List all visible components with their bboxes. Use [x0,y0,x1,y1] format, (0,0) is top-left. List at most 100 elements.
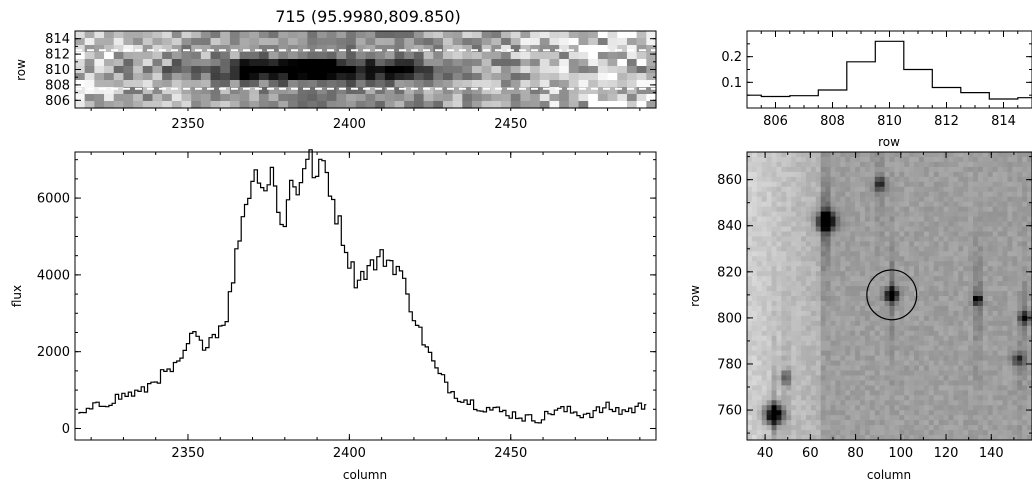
direct-image-pixel [928,191,935,198]
direct-image-pixel [889,226,896,233]
direct-image-pixel [894,425,900,431]
direct-image-pixel [982,171,989,178]
spectrum-image-pixel [181,38,192,46]
direct-image-pixel [1027,320,1032,327]
direct-image-pixel [923,380,930,386]
direct-image-pixel [756,355,763,362]
direct-image-pixel [801,152,807,158]
direct-image-pixel [1017,276,1023,282]
spectrum-image-pixel [462,94,473,102]
direct-image-pixel [923,176,930,183]
direct-image-pixel [751,186,758,193]
direct-image-pixel [889,181,896,188]
direct-image-pixel [766,201,773,208]
direct-image-pixel [923,425,930,431]
direct-image-pixel [751,375,758,382]
direct-image-pixel [756,231,763,238]
direct-image-pixel [751,241,758,247]
direct-image-pixel [884,261,891,267]
direct-image-pixel [864,171,871,178]
spectrum-image-pixel [413,73,425,81]
direct-image-pixel [791,211,797,218]
spectrum-image-pixel [626,31,638,39]
spectrum-image-pixel [84,38,95,46]
direct-image-pixel [987,365,994,372]
direct-image-pixel [786,266,792,272]
spectrum-image-pixel [568,59,580,67]
direct-image-pixel [1022,211,1028,218]
direct-image-pixel [835,176,841,183]
spectrum-image-pixel [181,31,192,39]
direct-image-pixel [884,246,891,252]
spectrum-image-pixel [491,73,502,81]
direct-image-pixel [914,330,920,337]
direct-image-pixel [943,365,950,372]
direct-image-pixel [825,430,832,436]
spectrum-image-pixel [462,80,473,88]
direct-image-pixel [751,425,758,431]
direct-image-pixel [820,256,827,262]
direct-image-pixel [850,171,856,178]
direct-image-pixel [977,350,984,357]
direct-image-pixel [761,345,768,352]
direct-image-pixel [889,171,896,178]
direct-image-pixel [781,221,787,228]
direct-image-pixel [914,300,920,307]
direct-image-pixel [756,300,763,307]
direct-image-pixel [953,296,959,302]
direct-image-pixel [830,375,837,382]
direct-image-pixel [982,345,989,352]
spectrum-image-pixel [288,59,299,67]
spectrum-image-pixel [375,45,386,53]
direct-image-pixel [874,191,881,198]
direct-image-pixel [894,201,900,208]
direct-image-pixel [776,355,782,362]
spectrum-image-pixel [142,73,154,81]
direct-image-pixel [1022,380,1028,386]
direct-image-pixel [1017,430,1023,436]
spectrum-image-pixel [297,80,308,88]
direct-image-pixel [756,405,763,411]
direct-image-pixel [869,375,876,382]
direct-image-pixel [761,385,768,391]
direct-image-pixel [904,335,910,342]
direct-image-pixel [860,291,866,297]
direct-image-pixel [810,415,817,421]
direct-image-pixel [943,410,950,416]
direct-image-pixel [923,201,930,208]
direct-image-pixel [904,385,910,391]
direct-image-pixel [909,241,915,247]
direct-image-pixel [1007,231,1013,238]
direct-image-pixel [914,305,920,312]
direct-image-pixel [948,335,954,342]
direct-image-pixel [850,425,856,431]
direct-image-pixel [756,350,763,357]
direct-image-pixel [845,152,851,158]
direct-image-pixel [884,310,891,317]
direct-image-pixel [992,415,999,421]
direct-image-pixel [1012,310,1018,317]
direct-image-pixel [1012,420,1018,426]
direct-image-pixel [840,271,846,277]
direct-image-pixel [933,340,940,347]
direct-image-pixel [997,430,1004,436]
spectrum-image-pixel [191,38,202,46]
direct-image-pixel [850,415,856,421]
spectrum-image-pixel [442,66,454,74]
direct-image-pixel [997,261,1004,267]
direct-image-pixel [894,325,900,332]
direct-image-pixel [968,271,974,277]
direct-image-xlabel: column [867,468,911,482]
direct-image-pixel [914,410,920,416]
direct-image-pixel [918,231,925,238]
direct-image-pixel [791,405,797,411]
spectrum-image-pixel [326,38,338,46]
direct-image-pixel [899,325,905,332]
direct-image-pixel [914,156,920,163]
spectrum-image-pixel [346,38,357,46]
direct-image-pixel [958,335,964,342]
direct-image-pixel [835,415,841,421]
direct-image-pixel [909,211,915,218]
direct-image-pixel [761,340,768,347]
direct-image-pixel [968,345,974,352]
